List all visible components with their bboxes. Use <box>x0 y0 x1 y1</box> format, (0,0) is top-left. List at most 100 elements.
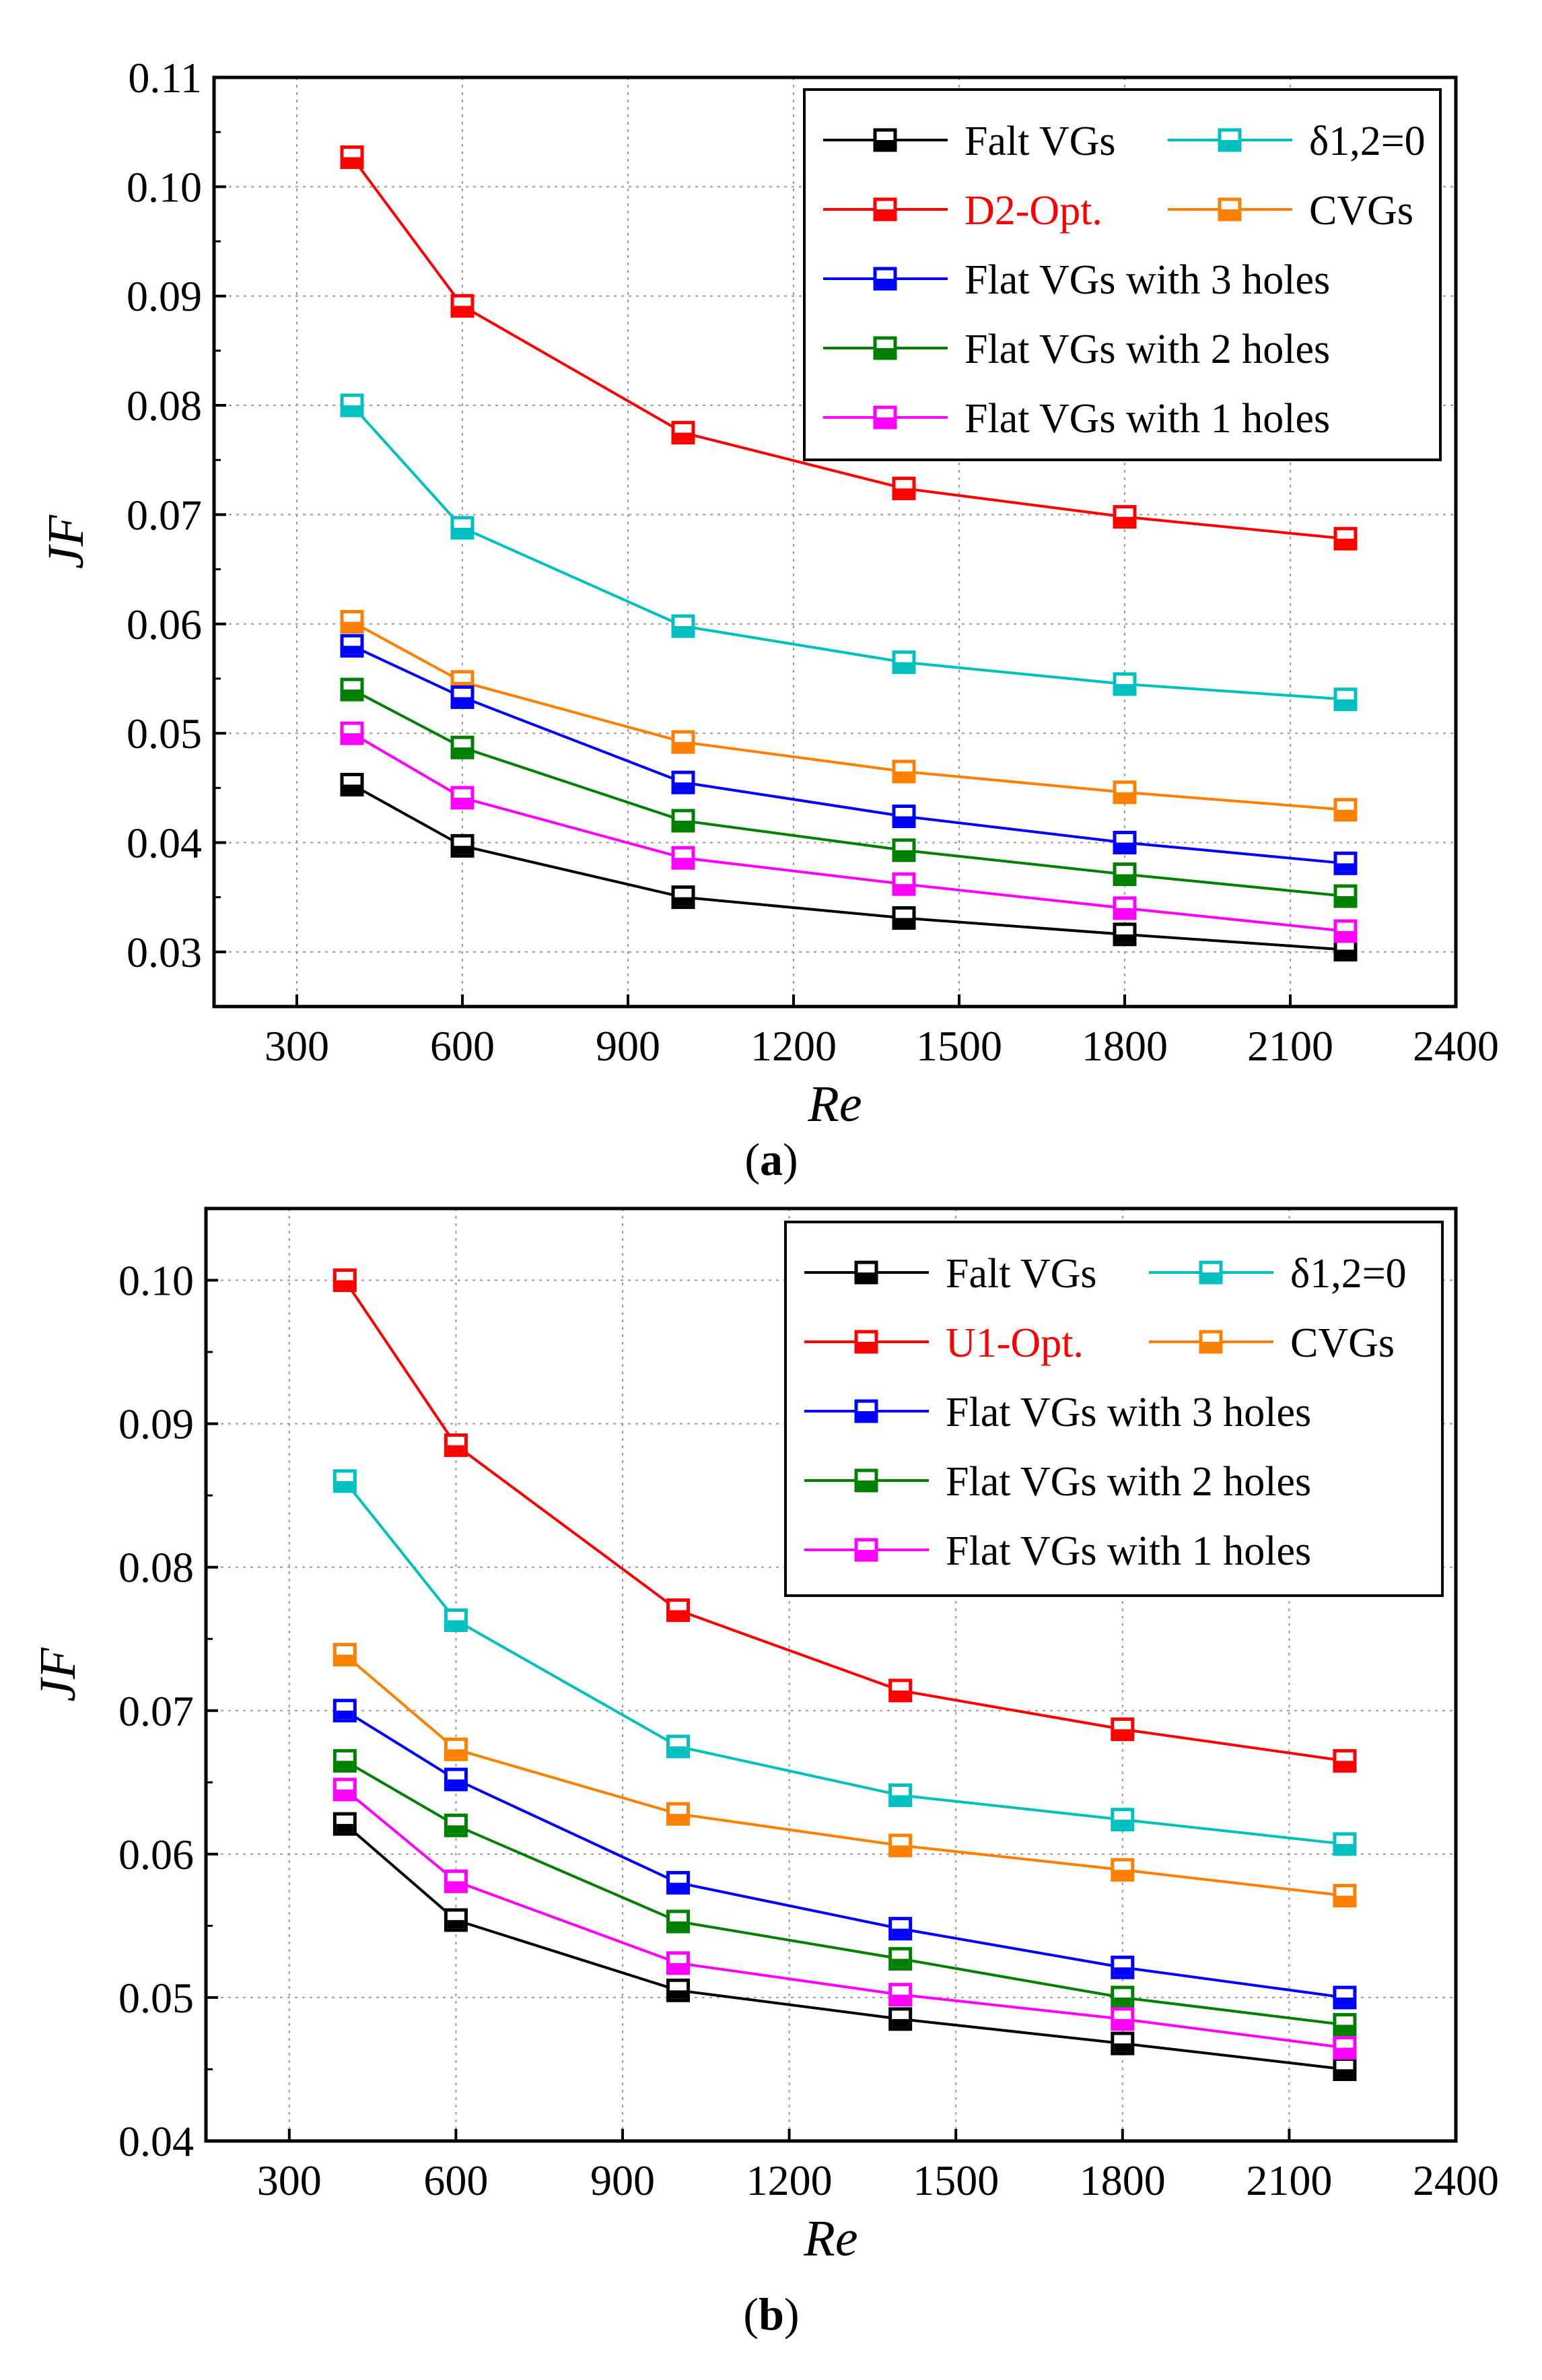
legend-label: Flat VGs with 3 holes <box>965 257 1330 303</box>
data-point <box>332 1777 357 1802</box>
data-point <box>1111 1808 1135 1832</box>
legend-marker <box>854 1538 878 1562</box>
series-line <box>344 1759 1345 2027</box>
marker-fill <box>674 897 692 906</box>
data-point <box>1333 2057 1357 2081</box>
marker-fill <box>1337 809 1354 819</box>
series-line <box>344 1823 1345 2071</box>
data-point <box>892 650 916 675</box>
data-point <box>1333 1832 1357 1856</box>
y-tick-label: 0.11 <box>128 54 202 102</box>
y-tick-label: 0.07 <box>118 1687 194 1735</box>
marker-fill <box>336 1824 353 1833</box>
marker-fill <box>895 488 913 497</box>
data-point <box>332 1268 357 1293</box>
panel-letter: a <box>760 1134 783 1185</box>
data-point <box>340 393 364 417</box>
marker-fill <box>447 1779 464 1788</box>
data-point <box>1333 2012 1357 2037</box>
data-point <box>450 516 475 540</box>
y-tick-label: 0.07 <box>127 491 202 539</box>
series-4 <box>340 610 1358 822</box>
marker-fill <box>1337 896 1354 905</box>
data-point <box>892 759 916 784</box>
marker-fill <box>1114 1870 1131 1878</box>
marker-fill <box>674 821 692 829</box>
legend-box <box>784 1221 1444 1597</box>
data-point <box>888 1917 913 1941</box>
marker-fill <box>1336 1843 1354 1853</box>
data-point <box>1113 896 1137 920</box>
data-point <box>1333 798 1358 822</box>
series-line <box>351 156 1346 541</box>
series-line <box>351 732 1346 932</box>
data-point <box>1333 687 1358 712</box>
marker-fill <box>343 157 361 166</box>
marker-fill <box>895 816 913 825</box>
marker-fill <box>447 1919 464 1929</box>
marker-fill <box>447 1881 464 1890</box>
marker-fill <box>343 405 361 414</box>
legend-label: Flat VGs with 1 holes <box>965 396 1330 442</box>
x-tick-label: 300 <box>257 2156 322 2204</box>
marker-fill <box>1336 2047 1354 2056</box>
legend-marker <box>873 128 897 152</box>
x-tick-label: 1800 <box>1082 1022 1168 1070</box>
data-point <box>888 1983 913 2007</box>
y-tick-label: 0.10 <box>118 1257 194 1305</box>
x-tick-label: 600 <box>423 2156 488 2204</box>
legend-label: δ1,2=0 <box>1290 1251 1407 1297</box>
data-point <box>1113 780 1137 805</box>
y-tick-label: 0.10 <box>127 163 202 211</box>
legend-label: CVGs <box>1290 1320 1395 1366</box>
marker-fill <box>1116 874 1133 883</box>
legend-item: Flat VGs with 3 holes <box>823 257 1330 303</box>
x-tick-label: 600 <box>430 1022 495 1070</box>
data-point <box>1113 862 1137 887</box>
data-point <box>1111 2031 1135 2055</box>
marker-fill <box>892 1845 909 1854</box>
legend-item: U1-Opt. <box>804 1320 1084 1366</box>
data-point <box>1111 1985 1135 2010</box>
marker-fill <box>876 209 894 218</box>
marker-fill <box>895 771 913 780</box>
x-axis-title: Re <box>803 2210 857 2267</box>
x-tick-label: 1800 <box>1080 2156 1166 2204</box>
marker-fill <box>1116 792 1133 801</box>
marker-fill <box>876 348 894 357</box>
marker-fill <box>895 884 913 893</box>
marker-fill <box>876 279 894 287</box>
marker-fill <box>447 1825 464 1834</box>
marker-fill <box>336 1481 353 1490</box>
marker-fill <box>1337 539 1354 547</box>
legend-label: Falt VGs <box>965 118 1116 164</box>
chart-panel-a: 300 600 900 1200 1500 1800 2100 2400 0.03 0.04 0.0… <box>38 54 1499 1185</box>
legend-item: Flat VGs with 2 holes <box>823 327 1330 372</box>
data-point <box>444 1737 468 1761</box>
y-tick-label: 0.09 <box>118 1400 194 1448</box>
marker-fill <box>857 1550 875 1559</box>
legend-marker <box>873 267 897 291</box>
marker-fill <box>1202 1342 1220 1351</box>
marker-fill <box>892 1959 909 1967</box>
series-line <box>351 404 1346 701</box>
legend-item: CVGs <box>1149 1320 1395 1366</box>
legend-label: Flat VGs with 3 holes <box>946 1390 1311 1435</box>
legend-label: D2-Opt. <box>965 188 1102 234</box>
marker-fill <box>1202 1272 1220 1281</box>
x-tick-label: 1200 <box>750 1022 837 1070</box>
data-point <box>666 1978 691 2002</box>
data-point <box>888 1783 913 1807</box>
series-line <box>351 688 1346 898</box>
marker-fill <box>343 646 361 654</box>
legend-marker <box>1218 128 1242 152</box>
series-6 <box>332 1748 1357 2037</box>
x-tick-label: 900 <box>596 1022 660 1070</box>
series-line <box>344 1788 1345 2049</box>
data-point <box>444 1433 468 1458</box>
marker-fill <box>1336 2025 1354 2033</box>
y-axis-title: JF <box>38 514 94 569</box>
marker-fill <box>895 850 913 859</box>
data-point <box>1113 922 1137 947</box>
